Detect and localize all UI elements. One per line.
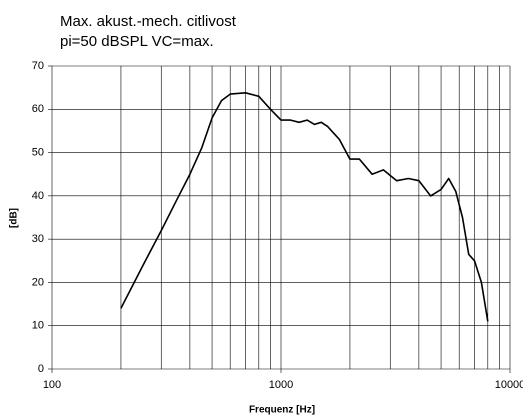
chart-subtitle: pi=50 dBSPL VC=max.	[60, 33, 214, 50]
y-tick-label: 10	[32, 320, 44, 332]
y-tick-label: 0	[38, 363, 44, 375]
x-tick-label: 100	[43, 379, 61, 391]
y-tick-label: 40	[32, 190, 44, 202]
data-line	[120, 92, 489, 322]
x-tick-label: 10000	[495, 379, 523, 391]
y-tick-label: 30	[32, 233, 44, 245]
chart-title: Max. akust.-mech. citlivost	[60, 13, 237, 30]
y-tick-label: 50	[32, 146, 44, 158]
y-tick-label: 60	[32, 103, 44, 115]
x-axis-label: Frequenz [Hz]	[249, 405, 315, 416]
y-axis-label: [dB]	[9, 208, 20, 228]
y-tick-label: 20	[32, 276, 44, 288]
y-tick-label: 70	[32, 60, 44, 72]
x-tick-label: 1000	[269, 379, 293, 391]
